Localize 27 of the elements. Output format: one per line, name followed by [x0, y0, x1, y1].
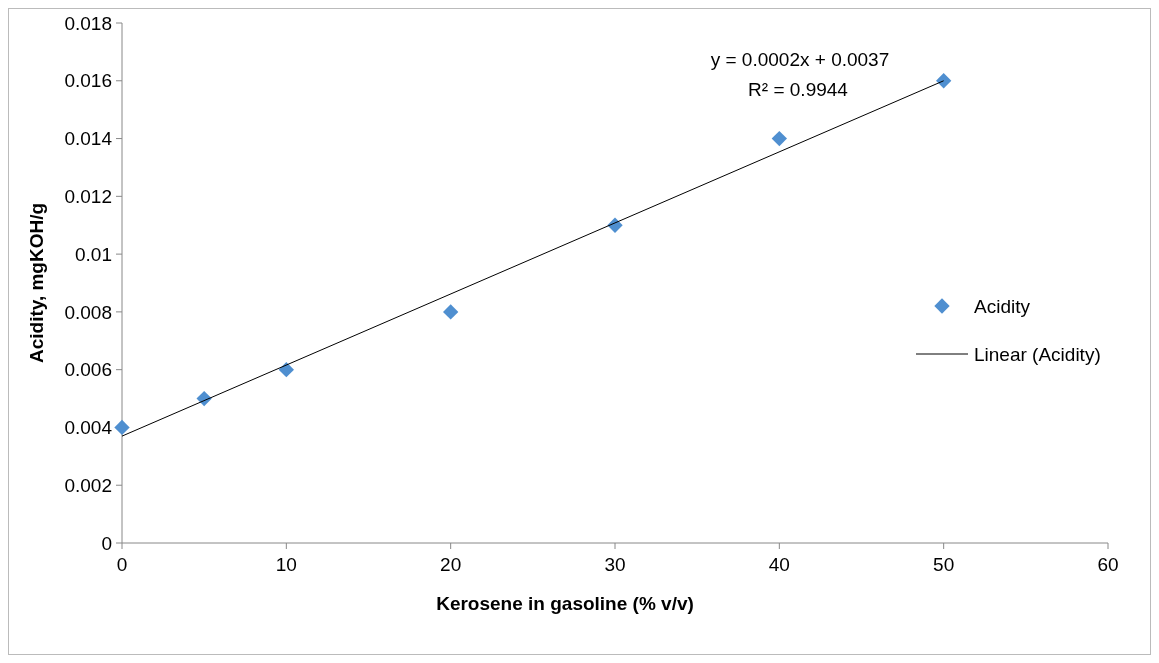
x-tick-label: 20: [440, 554, 462, 575]
legend-label: Acidity: [974, 295, 1031, 317]
y-tick-label: 0.016: [64, 70, 112, 92]
annotation: R² = 0.9944: [748, 79, 849, 100]
x-tick-label: 50: [933, 554, 955, 575]
point: [771, 130, 787, 147]
x-tick-label: 0: [116, 554, 128, 575]
y-tick-label: 0.008: [64, 301, 112, 323]
y-tick-label: 0.004: [64, 417, 113, 439]
y-axis-title: Acidity, mgKOH/g: [26, 202, 47, 364]
point: [443, 304, 459, 320]
annotation: y = 0.0002x + 0.0037: [710, 49, 890, 70]
y-tick-label: 0.01: [75, 243, 112, 265]
y-tick-label: 0.006: [64, 359, 112, 381]
y-tick-label: 0.014: [64, 128, 113, 150]
y-tick-label: 0.012: [64, 185, 112, 207]
x-tick-label: 60: [1097, 554, 1119, 575]
y-tick-label: 0: [101, 532, 112, 554]
point: [936, 73, 952, 89]
legend-label: Linear (Acidity): [974, 343, 1101, 365]
y-tick-label: 0.018: [64, 12, 112, 34]
x-tick-label: 10: [275, 554, 297, 575]
y-tick-label: 0.002: [64, 474, 112, 496]
point: [114, 419, 130, 436]
x-axis-title: Kerosene in gasoline (% v/v): [436, 593, 694, 614]
x-tick-label: 40: [768, 554, 790, 575]
x-tick-label: 30: [604, 554, 626, 575]
